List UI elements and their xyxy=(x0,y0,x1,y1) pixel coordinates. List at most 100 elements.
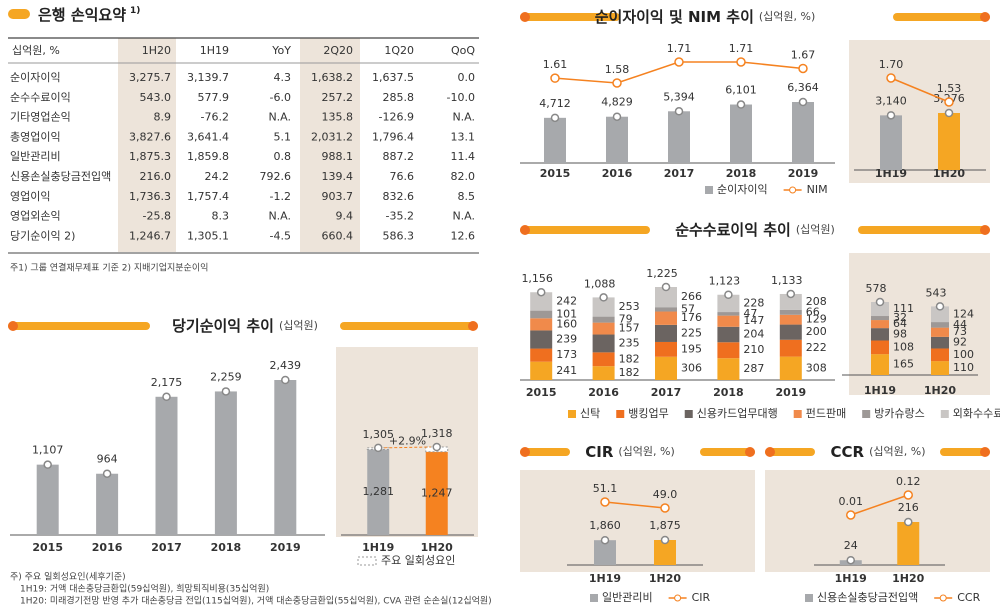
x-tick-label: 1H19 xyxy=(864,384,896,397)
bar-segment xyxy=(717,315,740,327)
row-label: 일반관리비 xyxy=(10,149,61,163)
x-tick-label: 2016 xyxy=(602,167,633,180)
segment-label: 147 xyxy=(743,314,764,327)
segment-label: 111 xyxy=(893,302,914,315)
legend-label: 신용카드업무대행 xyxy=(697,407,778,420)
total-label: 578 xyxy=(866,282,887,295)
chart: CIR (십억원, %) 1H19 1H20 1,860 1,875 51.1 49.0 일반관… xyxy=(520,443,755,604)
chart-panel xyxy=(336,347,478,537)
segment-label: 124 xyxy=(953,307,974,320)
chart-title: CCR (십억원, %) xyxy=(831,443,926,461)
legend-swatch xyxy=(674,594,682,602)
value-label: 2,175 xyxy=(151,376,183,389)
segment-label: 66 xyxy=(806,305,820,318)
bar-segment xyxy=(717,312,740,316)
table-cell: 3,275.7 xyxy=(129,71,171,84)
charts: 당기순이익 추이 (십억원) 2015 2016 2017 2018 2019 1,107 96… xyxy=(8,8,1000,607)
bar-segment xyxy=(779,293,802,310)
bar-cap xyxy=(786,289,796,299)
x-tick-label: 2018 xyxy=(726,167,757,180)
table-cell: 1,796.4 xyxy=(372,130,414,143)
chart-title: 순이자이익 및 NIM 추이 (십억원, %) xyxy=(595,8,816,26)
bar-segment xyxy=(871,320,889,329)
table-cell: -35.2 xyxy=(386,210,414,223)
x-tick-label: 2015 xyxy=(526,386,557,399)
table-cell: -76.2 xyxy=(201,111,229,124)
bar-cap xyxy=(661,282,671,292)
bar-cap xyxy=(221,387,231,396)
title-text: 은행 손익요약 xyxy=(38,6,126,24)
x-tick-label: 2019 xyxy=(270,541,301,554)
bar-segment xyxy=(871,316,889,321)
bar-segment xyxy=(655,307,677,312)
segment-label: 1,281 xyxy=(363,485,395,498)
table-cell: 135.8 xyxy=(322,111,354,124)
segment-label: 287 xyxy=(743,362,764,375)
bar-segment xyxy=(530,348,553,362)
legend-label: CCR xyxy=(957,591,980,604)
line-point xyxy=(660,503,670,513)
bar-cap xyxy=(846,555,855,565)
table-cell: N.A. xyxy=(268,210,291,223)
segment-label: 110 xyxy=(953,361,974,374)
table-cell: 1,757.4 xyxy=(187,190,229,203)
line-label: 1.58 xyxy=(605,63,630,76)
chart-title: CIR (십억원, %) xyxy=(585,443,675,461)
bar xyxy=(880,115,902,170)
bar-segment xyxy=(655,341,677,357)
bar-segment xyxy=(931,322,949,328)
x-tick-label: 2018 xyxy=(211,541,242,554)
table-cell: 660.4 xyxy=(322,229,354,242)
bar xyxy=(730,104,752,163)
bar-segment xyxy=(425,451,448,535)
segment-label: 306 xyxy=(681,361,702,374)
table-cell: 543.0 xyxy=(140,91,172,104)
line-point xyxy=(886,73,896,83)
bar-segment xyxy=(779,309,802,315)
title-pill xyxy=(700,448,755,456)
table-cell: 1,859.8 xyxy=(187,150,229,163)
column-header: YoY xyxy=(271,44,291,57)
segment-label: 173 xyxy=(556,348,577,361)
bar-segment xyxy=(717,342,740,359)
line-point xyxy=(903,490,913,500)
total-label: 1,123 xyxy=(709,275,741,288)
segment-label: 204 xyxy=(743,328,764,341)
bar-segment xyxy=(871,302,889,317)
table-cell: 216.0 xyxy=(140,170,172,183)
segment-label: 100 xyxy=(953,348,974,361)
table-cell: 257.2 xyxy=(322,91,354,104)
bar-segment xyxy=(530,361,553,380)
legend-swatch xyxy=(616,410,625,418)
title-text: 순수수료이익 추이 xyxy=(675,221,791,239)
segment-label: 242 xyxy=(556,294,577,307)
table-cell: 4.3 xyxy=(274,71,292,84)
bar-segment xyxy=(779,324,802,340)
column-header: 1H19 xyxy=(200,44,229,57)
total-label: 543 xyxy=(926,286,947,299)
line-label: 49.0 xyxy=(653,488,678,501)
total-label: 1,318 xyxy=(421,427,453,440)
value-label: 3,140 xyxy=(875,94,907,107)
row-label: 영업외손익 xyxy=(10,210,61,223)
legend-swatch xyxy=(568,410,576,418)
bar xyxy=(274,380,297,535)
segment-label: 266 xyxy=(681,290,702,303)
bar-segment xyxy=(871,354,889,375)
bar-cap xyxy=(935,302,945,311)
table-cell: 586.3 xyxy=(383,229,415,242)
table-cell: 11.4 xyxy=(451,150,476,163)
table-cell: 3,139.7 xyxy=(187,71,229,84)
table-cell: 1,246.7 xyxy=(129,229,171,242)
table-cell: 0.0 xyxy=(458,71,476,84)
value-label: 6,364 xyxy=(787,81,819,94)
bar-segment xyxy=(779,356,802,380)
segment-label: 235 xyxy=(619,336,640,349)
title-text: 당기순이익 추이 xyxy=(172,317,274,335)
line-point xyxy=(550,73,560,83)
segment-label: 200 xyxy=(806,325,827,338)
bar xyxy=(654,540,676,565)
legend-label: 신탁 xyxy=(580,407,600,420)
table-cell: 1,637.5 xyxy=(372,71,414,84)
